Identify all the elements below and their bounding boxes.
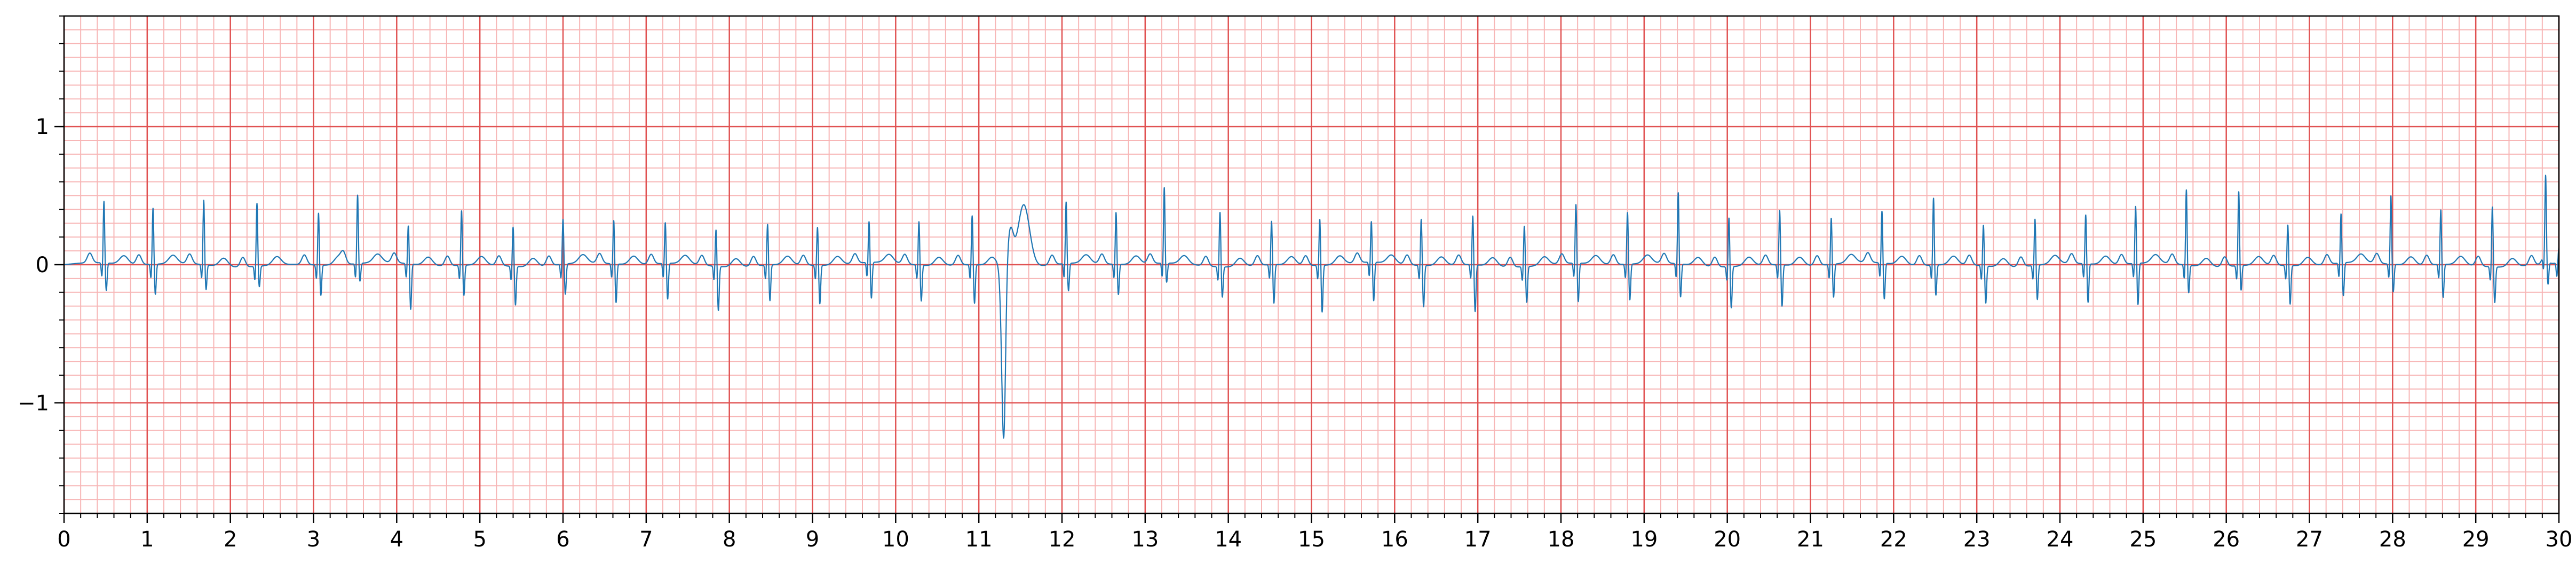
x-tick-label: 3 [307, 527, 320, 552]
x-ticks: 0 1 2 3 4 5 6 7 8 9 10 11 12 13 14 15 16 17 18 19 20 21 22 23 24… [57, 513, 2572, 552]
x-tick-label: 29 [2462, 527, 2490, 552]
x-tick-label: 14 [1215, 527, 1242, 552]
x-tick-label: 28 [2379, 527, 2406, 552]
x-tick-label: 10 [882, 527, 909, 552]
x-tick-label: 27 [2296, 527, 2323, 552]
x-tick-label: 7 [639, 527, 653, 552]
x-tick-label: 8 [723, 527, 736, 552]
ecg-trace-group [64, 175, 2560, 439]
x-tick-label: 5 [473, 527, 486, 552]
x-tick-label: 4 [390, 527, 403, 552]
x-tick-label: 26 [2213, 527, 2240, 552]
y-tick-label: 0 [36, 253, 49, 277]
y-tick-label: −1 [18, 391, 49, 416]
x-tick-label: 21 [1797, 527, 1824, 552]
x-tick-label: 22 [1880, 527, 1907, 552]
x-tick-label: 2 [224, 527, 237, 552]
x-tick-label: 20 [1714, 527, 1741, 552]
x-tick-label: 0 [57, 527, 70, 552]
ecg-trace-line [64, 175, 2560, 439]
x-tick-label: 23 [1963, 527, 1991, 552]
x-tick-label: 30 [2546, 527, 2573, 552]
y-tick-label: 1 [36, 115, 49, 139]
x-tick-label: 15 [1298, 527, 1325, 552]
x-tick-label: 1 [140, 527, 154, 552]
x-tick-label: 16 [1381, 527, 1408, 552]
x-tick-label: 18 [1548, 527, 1575, 552]
x-tick-label: 25 [2129, 527, 2157, 552]
x-tick-label: 6 [556, 527, 569, 552]
x-tick-label: 11 [965, 527, 993, 552]
y-ticks: −1 0 1 [18, 15, 64, 514]
x-tick-label: 17 [1464, 527, 1492, 552]
x-tick-label: 12 [1049, 527, 1076, 552]
x-tick-label: 24 [2047, 527, 2074, 552]
x-tick-label: 19 [1630, 527, 1658, 552]
x-tick-label: 9 [806, 527, 819, 552]
x-tick-label: 13 [1131, 527, 1159, 552]
